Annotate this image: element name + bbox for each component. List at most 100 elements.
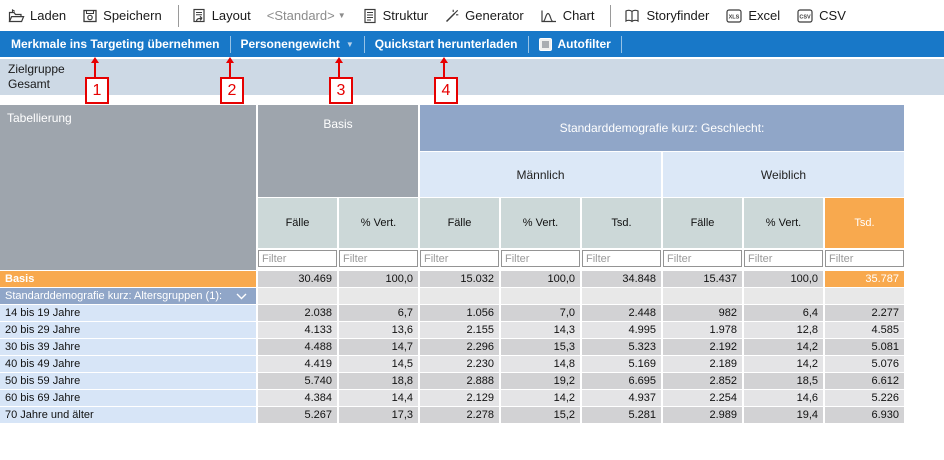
callout-arrow-4 — [443, 63, 445, 77]
filter-cell — [744, 249, 823, 270]
basis-column-group-header: Basis — [258, 105, 418, 197]
cell-value: 4.585 — [825, 322, 904, 338]
layout-button[interactable]: Layout — [191, 8, 251, 24]
csv-icon: CSV — [796, 8, 814, 24]
table-corner-header: Tabellierung — [0, 105, 256, 270]
cell-value: 14,6 — [744, 390, 823, 406]
laden-button[interactable]: Laden — [8, 8, 66, 24]
callout-arrow-2 — [229, 63, 231, 77]
cell-value: 100,0 — [501, 271, 580, 287]
cell-value: 5.076 — [825, 356, 904, 372]
svg-text:CSV: CSV — [800, 14, 812, 20]
cell-value: 4.133 — [258, 322, 337, 338]
cell-value: 14,2 — [744, 356, 823, 372]
generator-button[interactable]: Generator — [444, 8, 524, 24]
cell-value: 2.192 — [663, 339, 742, 355]
excel-button[interactable]: XLS Excel — [725, 8, 780, 24]
filter-input[interactable] — [663, 250, 742, 267]
filter-input[interactable] — [339, 250, 418, 267]
column-header: Tsd. — [582, 198, 661, 248]
speichern-button-label: Speichern — [103, 8, 162, 23]
cell-value: 19,4 — [744, 407, 823, 423]
targeting-button-label: Merkmale ins Targeting übernehmen — [11, 37, 220, 51]
column-header: Fälle — [420, 198, 499, 248]
chart-button[interactable]: Chart — [540, 8, 595, 24]
save-icon — [82, 8, 98, 24]
column-header: % Vert. — [501, 198, 580, 248]
row-label[interactable]: Standarddemografie kurz: Altersgruppen (… — [0, 288, 256, 304]
cell-value: 2.277 — [825, 305, 904, 321]
cell-value: 100,0 — [744, 271, 823, 287]
row-label: 50 bis 59 Jahre — [0, 373, 256, 389]
callout-1: 1 — [85, 77, 109, 104]
laden-button-label: Laden — [30, 8, 67, 23]
cell-value: 34.848 — [582, 271, 661, 287]
callout-3: 3 — [329, 77, 353, 104]
column-header: % Vert. — [744, 198, 823, 248]
cell-value: 2.888 — [420, 373, 499, 389]
quickstart-button-label: Quickstart herunterladen — [374, 37, 518, 51]
quickstart-button[interactable]: Quickstart herunterladen — [375, 37, 518, 51]
row-label: 30 bis 39 Jahre — [0, 339, 256, 355]
cell-value — [501, 288, 580, 304]
autofilter-toggle-label: Autofilter — [557, 37, 611, 51]
cell-value: 4.995 — [582, 322, 661, 338]
cell-value: 14,3 — [501, 322, 580, 338]
cell-value: 2.989 — [663, 407, 742, 423]
struktur-button-label: Struktur — [382, 8, 429, 23]
cell-value — [663, 288, 742, 304]
targeting-button[interactable]: Merkmale ins Targeting übernehmen — [11, 37, 220, 51]
filter-input[interactable] — [582, 250, 661, 267]
callout-arrowhead-2 — [226, 57, 234, 63]
filter-input[interactable] — [825, 250, 904, 267]
xls-icon: XLS — [725, 8, 743, 24]
cell-value: 2.254 — [663, 390, 742, 406]
cell-value: 12,8 — [744, 322, 823, 338]
cell-value: 982 — [663, 305, 742, 321]
column-header: Fälle — [258, 198, 337, 248]
cell-value: 14,4 — [339, 390, 418, 406]
svg-text:XLS: XLS — [729, 14, 740, 20]
checkbox-icon — [538, 37, 552, 51]
cell-value — [339, 288, 418, 304]
generator-icon — [444, 8, 460, 24]
cell-value: 17,3 — [339, 407, 418, 423]
targeting-info-band: Zielgruppe Gesamt — [0, 59, 944, 95]
result-table: Tabellierung Basis Standarddemografie ku… — [0, 105, 904, 423]
layout-preset-dropdown[interactable]: <Standard> ▼ — [267, 8, 346, 23]
cell-value: 35.787 — [825, 271, 904, 287]
row-label: 60 bis 69 Jahre — [0, 390, 256, 406]
struktur-button[interactable]: Struktur — [362, 8, 429, 24]
cell-value: 18,5 — [744, 373, 823, 389]
cell-value: 19,2 — [501, 373, 580, 389]
cell-value: 2.189 — [663, 356, 742, 372]
csv-button[interactable]: CSV CSV — [796, 8, 846, 24]
autofilter-toggle[interactable]: Autofilter — [538, 37, 611, 51]
folder-open-icon — [8, 8, 25, 24]
cell-value: 1.056 — [420, 305, 499, 321]
cell-value: 5.323 — [582, 339, 661, 355]
cell-value: 7,0 — [501, 305, 580, 321]
cell-value — [258, 288, 337, 304]
speichern-button[interactable]: Speichern — [82, 8, 162, 24]
storyfinder-button[interactable]: Storyfinder — [623, 8, 709, 24]
cell-value: 2.278 — [420, 407, 499, 423]
filter-input[interactable] — [420, 250, 499, 267]
cell-value: 15,2 — [501, 407, 580, 423]
personengewicht-dropdown[interactable]: Personengewicht ▼ — [241, 37, 354, 51]
cell-value: 2.448 — [582, 305, 661, 321]
cell-value: 15.437 — [663, 271, 742, 287]
cell-value: 5.081 — [825, 339, 904, 355]
group-row-label: Standarddemografie kurz: Altersgruppen (… — [5, 290, 223, 302]
actionbar-separator — [229, 35, 231, 53]
cell-value: 5.740 — [258, 373, 337, 389]
chevron-down-icon: ▼ — [345, 39, 354, 49]
filter-input[interactable] — [258, 250, 337, 267]
geschlecht-band-header: Standarddemografie kurz: Geschlecht: — [420, 105, 904, 151]
filter-input[interactable] — [501, 250, 580, 267]
cell-value: 4.419 — [258, 356, 337, 372]
filter-cell — [420, 249, 499, 270]
chevron-down-icon: ▼ — [337, 11, 346, 20]
filter-input[interactable] — [744, 250, 823, 267]
chart-button-label: Chart — [562, 8, 595, 23]
